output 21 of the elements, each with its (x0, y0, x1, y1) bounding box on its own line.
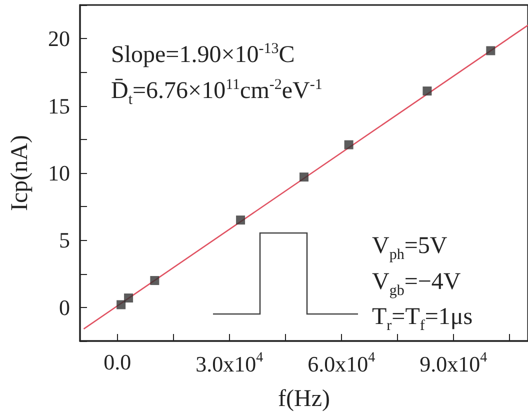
x-tick-label: 0.0 (104, 350, 132, 374)
x-axis-title: f(Hz) (278, 386, 330, 412)
y-tick-label: 10 (48, 160, 70, 186)
point (236, 216, 246, 225)
y-tick-label: 5 (59, 228, 70, 253)
annotation: V$_{ph}$=5V (372, 233, 448, 263)
y-axis-title: Icp(nA) (7, 135, 33, 211)
y-tick-label: 0 (59, 294, 70, 320)
point (344, 140, 354, 150)
annotation: Slope=1.90×10$^{-13}$C (111, 41, 295, 68)
y-tick-label: 15 (48, 93, 70, 118)
point (486, 46, 496, 56)
y-tick-label: 20 (48, 26, 70, 52)
point (422, 86, 432, 96)
annotation: D̄$_{t}$=6.76×10$^{11}$cm$^{-2}$eV$^{-1}$ (111, 77, 322, 108)
annotation: V$_{gb}$=−4V (372, 269, 461, 299)
point (300, 172, 308, 182)
point (124, 293, 134, 302)
annotation: T$_{r}$=T$_{f}$=1μs (372, 304, 473, 334)
point (116, 300, 126, 310)
point (150, 276, 160, 286)
